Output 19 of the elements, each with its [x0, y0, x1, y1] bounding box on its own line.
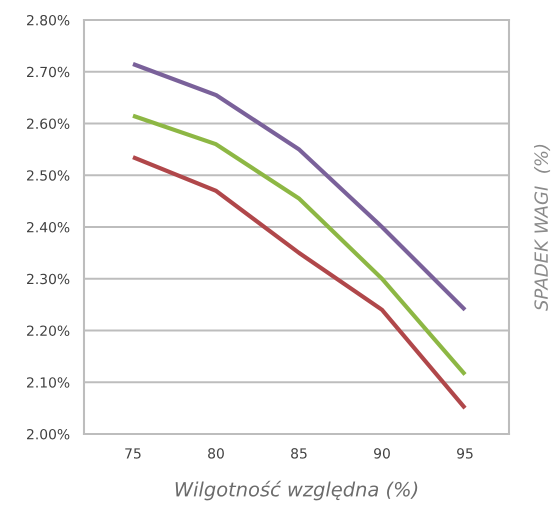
x-tick-label: 80 — [208, 448, 224, 459]
x-tick-label: 75 — [125, 448, 141, 459]
line-series — [130, 62, 468, 312]
y-tick-label: 2.00% — [27, 428, 70, 440]
y-tick-label: 2.60% — [27, 118, 70, 129]
line-series — [130, 155, 468, 410]
x-axis-title: Wilgotność względna (%) — [176, 480, 418, 500]
x-tick-label: 90 — [374, 448, 390, 459]
y-tick-label: 2.80% — [27, 14, 70, 26]
y-tick-label: 2.20% — [27, 325, 70, 336]
x-tick-label: 95 — [457, 448, 473, 459]
y-tick-label: 2.70% — [27, 66, 70, 78]
y-tick-label: 2.40% — [27, 222, 70, 232]
line-series — [130, 114, 468, 377]
y-tick-label: 2.50% — [27, 170, 70, 181]
x-tick-label: 85 — [291, 448, 307, 459]
y-tick-label: 2.30% — [27, 274, 70, 284]
y-axis-title: SPADEK WAGI (%) — [534, 144, 550, 311]
y-tick-label: 2.10% — [27, 377, 70, 388]
